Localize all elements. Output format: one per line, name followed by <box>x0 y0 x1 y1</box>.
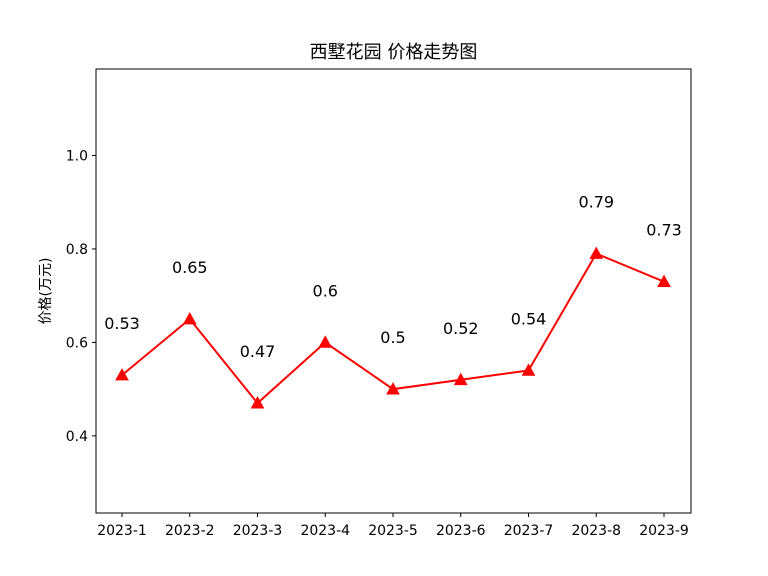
data-point-marker <box>115 368 129 381</box>
x-tick-label: 2023-5 <box>368 523 418 539</box>
x-tick-label: 2023-4 <box>300 523 350 539</box>
data-label: 0.73 <box>646 221 682 240</box>
data-point-marker <box>318 335 333 348</box>
data-label: 0.65 <box>172 258 208 277</box>
y-tick-label: 0.8 <box>66 242 88 258</box>
data-point-marker <box>250 396 265 409</box>
data-label: 0.47 <box>240 342 276 361</box>
x-axis-ticks: 2023-1 2023-2 2023-3 2023-4 2023-5 2023-6 2023… <box>97 513 689 539</box>
data-point-marker <box>386 382 400 395</box>
x-tick-label: 2023-1 <box>97 523 147 539</box>
data-labels: 0.53 0.65 0.47 0.6 0.5 0.52 0.54 0.79 0.73 <box>104 193 682 362</box>
x-tick-label: 2023-7 <box>504 523 554 539</box>
y-axis-ticks: 0.4 0.6 0.8 1.0 <box>66 148 96 445</box>
x-tick-label: 2023-8 <box>571 523 621 539</box>
chart-title: 西墅花园 价格走势图 <box>310 42 478 63</box>
x-tick-label: 2023-2 <box>165 523 215 539</box>
y-axis-label: 价格(万元) <box>38 258 54 325</box>
data-label: 0.53 <box>104 314 140 333</box>
x-tick-label: 2023-3 <box>233 523 283 539</box>
x-tick-label: 2023-9 <box>639 523 689 539</box>
data-point-marker <box>182 312 197 325</box>
plot-border <box>95 68 692 514</box>
data-label: 0.52 <box>443 319 479 338</box>
y-tick-label: 0.4 <box>66 429 88 445</box>
data-label: 0.6 <box>313 281 338 300</box>
y-tick-label: 1.0 <box>66 148 88 164</box>
data-point-marker <box>521 363 536 376</box>
price-series <box>115 246 671 409</box>
data-label: 0.79 <box>578 193 614 212</box>
plot-frame <box>95 68 692 514</box>
data-label: 0.5 <box>380 328 405 347</box>
y-tick-label: 0.6 <box>66 335 88 351</box>
data-point-marker <box>589 246 604 259</box>
data-label: 0.54 <box>511 309 547 328</box>
x-tick-label: 2023-6 <box>436 523 486 539</box>
data-point-marker <box>453 372 468 386</box>
data-point-marker <box>657 274 671 287</box>
